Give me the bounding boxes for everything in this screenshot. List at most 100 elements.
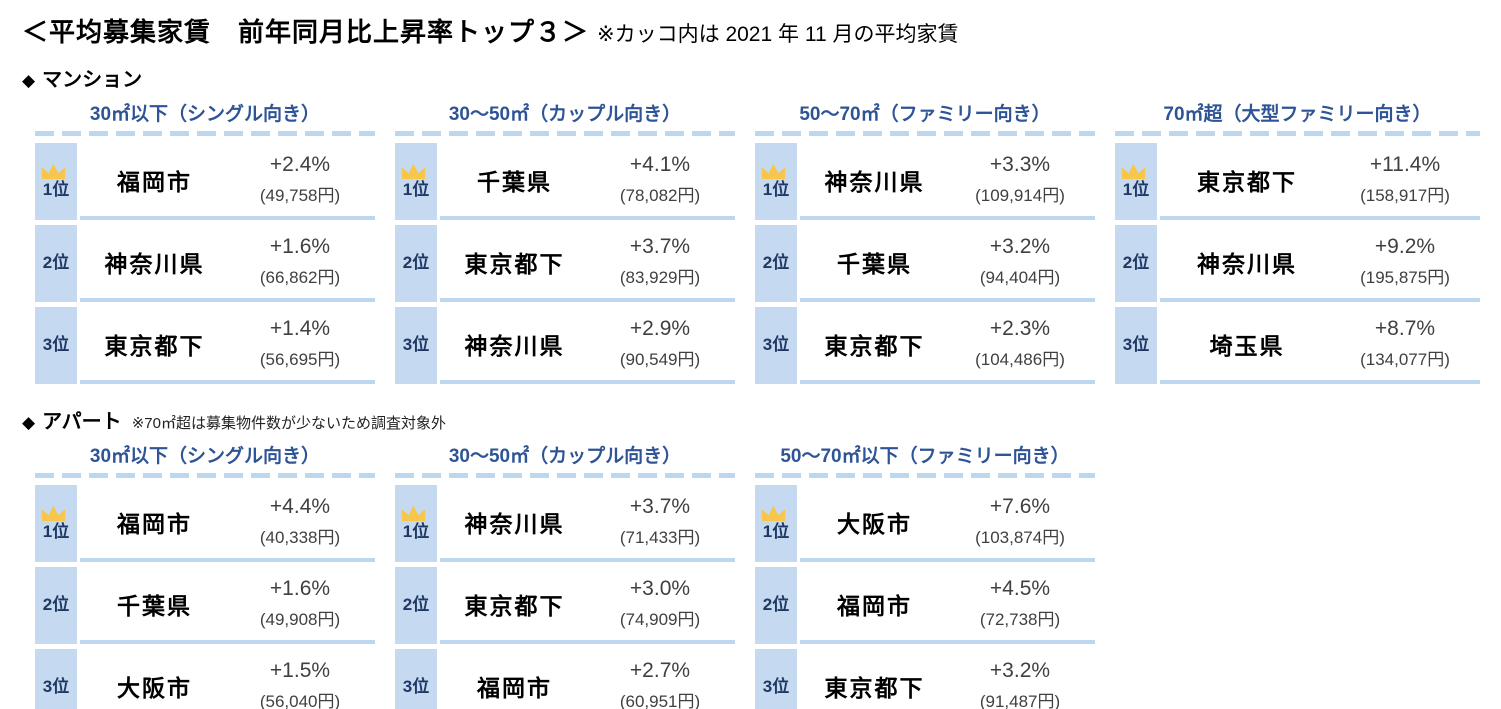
rank-cell: 2位 — [395, 225, 437, 302]
avg-rent: (134,077円) — [1360, 350, 1450, 369]
ranking-row: 1位 東京都下 +11.4% (158,917円) — [1115, 143, 1480, 220]
avg-rent: (91,487円) — [979, 692, 1061, 709]
row-stats: +4.5% (72,738円) — [949, 577, 1095, 630]
section-heading: マンション — [42, 69, 143, 91]
ranking-row: 2位 神奈川県 +9.2% (195,875円) — [1115, 225, 1480, 302]
row-content: 福岡市 +4.5% (72,738円) — [800, 567, 1095, 644]
pct-change: +3.2% — [989, 659, 1051, 682]
ranking-row: 3位 東京都下 +3.2% (91,487円) — [755, 649, 1095, 709]
area-name: 東京都下 — [1197, 168, 1297, 195]
rank-label: 3位 — [762, 677, 790, 697]
rank-label: 3位 — [762, 335, 790, 355]
row-stats: +8.7% (134,077円) — [1334, 317, 1480, 370]
area-name: 福岡市 — [117, 510, 192, 537]
pct-change: +3.7% — [629, 235, 691, 258]
ranking-table: 50～70㎡以下（ファミリー向き） 1位 大阪市 +7.6% (103,874円… — [755, 443, 1095, 709]
pct-change: +4.1% — [629, 153, 691, 176]
row-content: 千葉県 +3.2% (94,404円) — [800, 225, 1095, 302]
row-content: 東京都下 +1.4% (56,695円) — [80, 307, 375, 384]
pct-change: +2.4% — [269, 153, 331, 176]
area-name: 福岡市 — [117, 168, 192, 195]
area-name: 神奈川県 — [1197, 250, 1297, 277]
area-name: 大阪市 — [837, 510, 912, 537]
crown-icon — [1121, 163, 1145, 180]
crown-icon — [401, 163, 425, 180]
rank-label: 2位 — [1122, 253, 1150, 273]
rank-cell: 2位 — [395, 567, 437, 644]
column-header: 50～70㎡（ファミリー向き） — [799, 104, 1051, 125]
ranking-table: 30㎡以下（シングル向き） 1位 福岡市 +4.4% (40,338円) 2位 … — [35, 443, 375, 709]
ranking-rows: 1位 神奈川県 +3.7% (71,433円) 2位 東京都下 +3.0% (7… — [395, 485, 735, 709]
rank-cell: 3位 — [395, 649, 437, 709]
row-content: 神奈川県 +3.3% (109,914円) — [800, 143, 1095, 220]
rank-label: 3位 — [402, 335, 430, 355]
row-stats: +3.2% (94,404円) — [949, 235, 1095, 288]
pct-change: +3.2% — [989, 235, 1051, 258]
row-content: 神奈川県 +9.2% (195,875円) — [1160, 225, 1480, 302]
dashed-divider — [755, 131, 1095, 136]
pct-change: +9.2% — [1374, 235, 1436, 258]
area-name: 東京都下 — [464, 592, 565, 619]
row-stats: +9.2% (195,875円) — [1334, 235, 1480, 288]
row-content: 東京都下 +2.3% (104,486円) — [800, 307, 1095, 384]
rank-cell: 3位 — [755, 649, 797, 709]
rank-cell: 1位 — [395, 485, 437, 562]
area-name: 千葉県 — [837, 250, 912, 277]
row-stats: +3.0% (74,909円) — [589, 577, 735, 630]
ranking-row: 3位 福岡市 +2.7% (60,951円) — [395, 649, 735, 709]
avg-rent: (40,338円) — [259, 528, 341, 547]
rank-label: 1位 — [762, 522, 790, 542]
row-stats: +1.4% (56,695円) — [229, 317, 375, 370]
rank-cell: 1位 — [35, 485, 77, 562]
ranking-row: 2位 東京都下 +3.0% (74,909円) — [395, 567, 735, 644]
ranking-rows: 1位 福岡市 +4.4% (40,338円) 2位 千葉県 +1.6% (49,… — [35, 485, 375, 709]
pct-change: +3.7% — [629, 495, 691, 518]
row-stats: +2.7% (60,951円) — [589, 659, 735, 709]
ranking-row: 2位 千葉県 +3.2% (94,404円) — [755, 225, 1095, 302]
area-name: 福岡市 — [477, 674, 552, 701]
area-name: 神奈川県 — [464, 510, 565, 537]
section-heading: アパート — [42, 411, 122, 433]
ranking-row: 1位 千葉県 +4.1% (78,082円) — [395, 143, 735, 220]
rank-label: 3位 — [402, 677, 430, 697]
avg-rent: (56,040円) — [259, 692, 341, 709]
rank-label: 3位 — [1122, 335, 1150, 355]
ranking-row: 3位 神奈川県 +2.9% (90,549円) — [395, 307, 735, 384]
dashed-divider — [755, 473, 1095, 478]
ranking-row: 1位 福岡市 +2.4% (49,758円) — [35, 143, 375, 220]
row-stats: +3.3% (109,914円) — [949, 153, 1095, 206]
section: ◆ マンション 30㎡以下（シングル向き） 1位 福岡市 +2.4% (49,7… — [20, 63, 1481, 389]
avg-rent: (104,486円) — [975, 350, 1065, 369]
crown-icon — [41, 163, 65, 180]
row-content: 神奈川県 +2.9% (90,549円) — [440, 307, 735, 384]
avg-rent: (66,862円) — [259, 268, 341, 287]
ranking-row: 2位 神奈川県 +1.6% (66,862円) — [35, 225, 375, 302]
area-name: 東京都下 — [104, 332, 205, 359]
area-name: 千葉県 — [477, 168, 552, 195]
pct-change: +4.4% — [269, 495, 331, 518]
rank-cell: 3位 — [755, 307, 797, 384]
avg-rent: (72,738円) — [979, 610, 1061, 629]
columns-row: 30㎡以下（シングル向き） 1位 福岡市 +2.4% (49,758円) 2位 … — [35, 101, 1481, 389]
pct-change: +1.4% — [269, 317, 331, 340]
dashed-divider — [1115, 131, 1480, 136]
columns-row: 30㎡以下（シングル向き） 1位 福岡市 +4.4% (40,338円) 2位 … — [35, 443, 1481, 709]
avg-rent: (60,951円) — [619, 692, 701, 709]
ranking-rows: 1位 東京都下 +11.4% (158,917円) 2位 神奈川県 +9.2% … — [1115, 143, 1480, 384]
rank-cell: 3位 — [35, 307, 77, 384]
row-stats: +7.6% (103,874円) — [949, 495, 1095, 548]
rank-cell: 1位 — [1115, 143, 1157, 220]
row-content: 大阪市 +1.5% (56,040円) — [80, 649, 375, 709]
rank-cell: 1位 — [35, 143, 77, 220]
area-name: 東京都下 — [824, 332, 925, 359]
ranking-row: 1位 神奈川県 +3.3% (109,914円) — [755, 143, 1095, 220]
pct-change: +3.0% — [629, 577, 691, 600]
column-header: 30～50㎡（カップル向き） — [448, 446, 682, 467]
area-name: 神奈川県 — [104, 250, 205, 277]
dashed-divider — [35, 131, 375, 136]
title-text: ＜平均募集家賃 前年同月比上昇率トップ３＞ — [22, 17, 590, 47]
rank-cell: 1位 — [395, 143, 437, 220]
rank-cell: 1位 — [755, 143, 797, 220]
row-stats: +11.4% (158,917円) — [1334, 153, 1480, 206]
